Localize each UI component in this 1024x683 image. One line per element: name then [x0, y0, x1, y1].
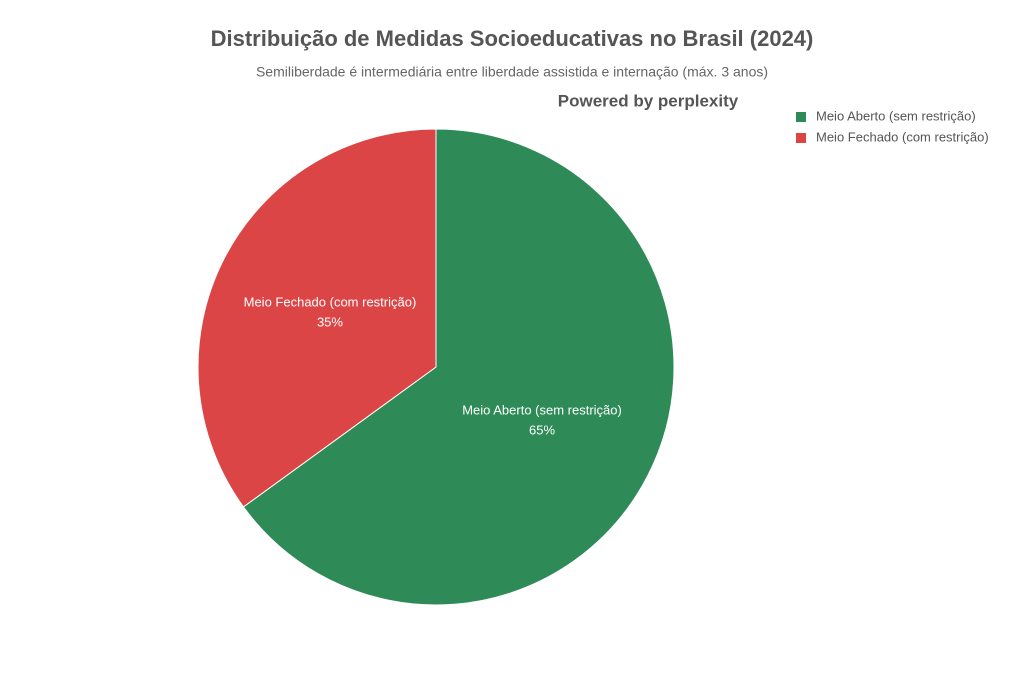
pie-slice	[197, 128, 437, 508]
slice-label: Meio Aberto (sem restrição)	[462, 402, 622, 417]
chart-title: Distribuição de Medidas Socioeducativas …	[211, 26, 814, 51]
slice-value-label: 35%	[317, 314, 343, 329]
slice-label: Meio Fechado (com restrição)	[244, 294, 417, 309]
watermark: Powered by perplexity	[558, 91, 739, 110]
legend-swatch	[796, 133, 806, 143]
chart-subtitle: Semiliberdade é intermediária entre libe…	[256, 64, 768, 80]
pie-slice	[242, 128, 675, 606]
legend-swatch	[796, 112, 806, 122]
slice-value-label: 65%	[529, 422, 555, 437]
legend-label: Meio Fechado (com restrição)	[816, 129, 989, 144]
legend-label: Meio Aberto (sem restrição)	[816, 108, 976, 123]
